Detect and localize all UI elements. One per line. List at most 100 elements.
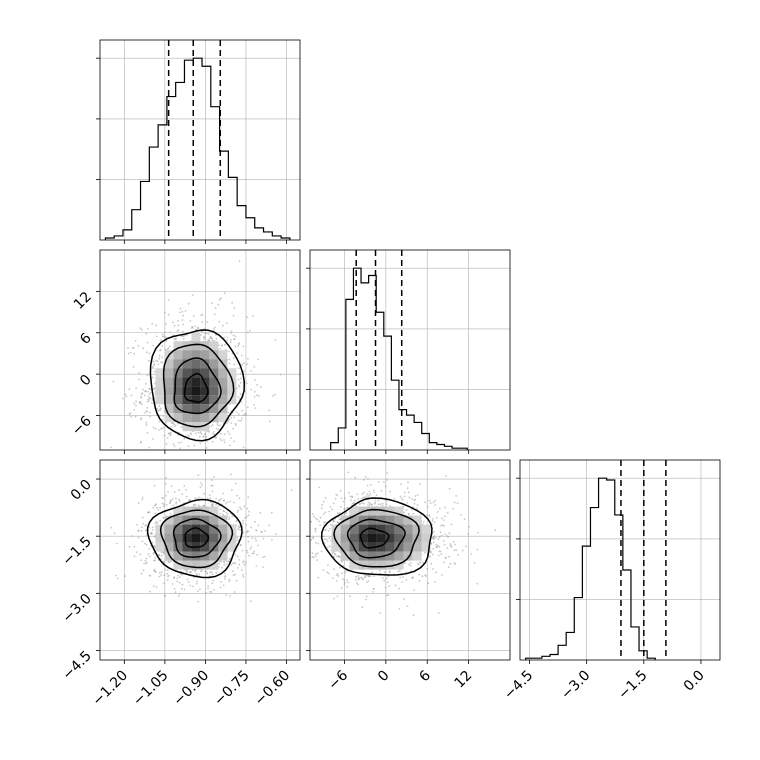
scatter-point bbox=[236, 387, 238, 390]
density-block bbox=[164, 359, 174, 369]
panel-background bbox=[520, 460, 720, 660]
scatter-point bbox=[465, 545, 467, 548]
contour-line bbox=[183, 372, 209, 403]
scatter-point bbox=[242, 560, 245, 563]
y-tick-label: 12 bbox=[71, 289, 95, 313]
scatter-point bbox=[203, 338, 206, 340]
scatter-point bbox=[212, 432, 215, 435]
scatter-point bbox=[208, 430, 211, 433]
scatter-point bbox=[368, 502, 371, 504]
scatter-point bbox=[434, 499, 437, 502]
density-block bbox=[200, 542, 210, 552]
scatter-point bbox=[437, 544, 439, 547]
scatter-point bbox=[146, 432, 149, 434]
scatter-point bbox=[431, 553, 434, 556]
scatter-point bbox=[161, 361, 164, 364]
scatter-point bbox=[444, 506, 447, 509]
scatter-point bbox=[146, 410, 149, 413]
scatter-point bbox=[219, 586, 222, 589]
scatter-point bbox=[158, 354, 161, 357]
scatter-point bbox=[218, 320, 221, 323]
scatter-point bbox=[230, 332, 232, 334]
scatter-point bbox=[159, 519, 162, 522]
scatter-point bbox=[173, 423, 175, 426]
scatter-point bbox=[224, 433, 226, 436]
scatter-point bbox=[180, 426, 183, 429]
scatter-point bbox=[178, 500, 181, 503]
scatter-point bbox=[125, 395, 128, 398]
scatter-point bbox=[135, 404, 137, 407]
density-block bbox=[403, 533, 413, 543]
scatter-point bbox=[220, 580, 222, 583]
scatter-point bbox=[218, 424, 221, 426]
scatter-point bbox=[222, 513, 225, 516]
density-block bbox=[367, 551, 377, 561]
scatter-point bbox=[447, 535, 449, 538]
scatter-point bbox=[220, 497, 223, 500]
density-block bbox=[358, 533, 368, 543]
scatter-point bbox=[228, 516, 231, 519]
scatter-point bbox=[165, 336, 167, 339]
scatter-point bbox=[195, 572, 198, 575]
scatter-point bbox=[215, 436, 218, 439]
density-block bbox=[164, 395, 174, 405]
scatter-point bbox=[446, 511, 449, 514]
scatter-point bbox=[177, 320, 179, 322]
scatter-point bbox=[429, 555, 431, 558]
scatter-point bbox=[343, 508, 346, 511]
scatter-point bbox=[140, 395, 143, 398]
scatter-point bbox=[223, 336, 225, 339]
scatter-point bbox=[159, 339, 162, 342]
scatter-point bbox=[169, 433, 172, 435]
scatter-point bbox=[135, 400, 138, 403]
scatter-point bbox=[246, 363, 249, 366]
contour-line bbox=[173, 357, 222, 415]
scatter-point bbox=[386, 472, 388, 474]
scatter-point bbox=[158, 357, 161, 360]
density-block bbox=[403, 551, 413, 561]
scatter-point bbox=[169, 502, 172, 505]
scatter-point bbox=[178, 592, 181, 595]
density-block bbox=[182, 359, 192, 369]
scatter-point bbox=[230, 339, 232, 341]
scatter-point bbox=[152, 506, 155, 509]
scatter-point bbox=[431, 519, 434, 522]
scatter-point bbox=[365, 598, 367, 601]
scatter-point bbox=[143, 412, 146, 414]
scatter-point bbox=[159, 571, 161, 574]
scatter-point bbox=[257, 358, 259, 361]
scatter-point bbox=[186, 334, 189, 336]
scatter-point bbox=[232, 363, 235, 366]
density-block bbox=[191, 506, 201, 516]
density-block bbox=[200, 404, 210, 414]
scatter-point bbox=[237, 509, 240, 511]
scatter-point bbox=[377, 499, 380, 502]
scatter-point bbox=[132, 366, 135, 368]
scatter-point bbox=[141, 496, 144, 499]
scatter-point bbox=[220, 439, 223, 442]
scatter-point bbox=[237, 528, 240, 531]
scatter-point bbox=[229, 595, 232, 597]
scatter-point bbox=[416, 494, 419, 496]
scatter-point bbox=[218, 298, 221, 301]
scatter-point bbox=[206, 321, 208, 323]
density-block bbox=[182, 350, 192, 360]
scatter-point bbox=[247, 357, 249, 360]
scatter-point bbox=[256, 553, 259, 556]
scatter-point bbox=[257, 544, 259, 547]
scatter-point bbox=[323, 535, 325, 538]
scatter-point bbox=[203, 492, 206, 495]
scatter-point bbox=[242, 345, 245, 348]
scatter-point bbox=[322, 513, 325, 515]
x-tick-label: −6 bbox=[325, 667, 351, 693]
scatter-point bbox=[160, 571, 163, 574]
scatter-point bbox=[242, 575, 245, 578]
density-block bbox=[164, 551, 174, 561]
scatter-point bbox=[238, 398, 241, 400]
scatter-point bbox=[436, 546, 438, 549]
density-block bbox=[394, 551, 404, 561]
scatter-point bbox=[234, 345, 237, 348]
scatter-point bbox=[239, 544, 242, 547]
histogram-panel-0 bbox=[96, 39, 301, 241]
scatter-point bbox=[232, 357, 235, 359]
